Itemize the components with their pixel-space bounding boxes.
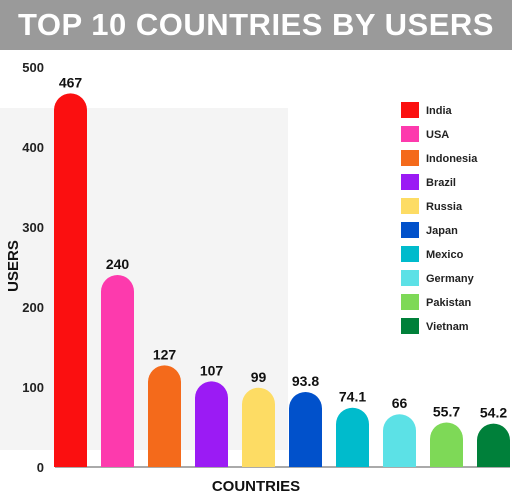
data-label-japan: 93.8 bbox=[292, 373, 319, 389]
bar-indonesia bbox=[148, 365, 181, 467]
y-tick-label: 500 bbox=[22, 60, 44, 75]
legend-swatch-mexico bbox=[401, 246, 419, 262]
y-tick-label: 0 bbox=[37, 460, 44, 475]
y-tick-label: 400 bbox=[22, 140, 44, 155]
bars bbox=[54, 93, 510, 467]
legend-label-japan: Japan bbox=[426, 225, 458, 237]
plot-background-panel bbox=[0, 108, 288, 450]
data-label-mexico: 74.1 bbox=[339, 389, 366, 405]
legend-swatch-pakistan bbox=[401, 294, 419, 310]
y-tick-label: 300 bbox=[22, 220, 44, 235]
title-bar bbox=[0, 0, 512, 50]
legend-label-vietnam: Vietnam bbox=[426, 321, 469, 333]
legend-swatch-japan bbox=[401, 222, 419, 238]
bar-india bbox=[54, 93, 87, 467]
y-axis-ticks: 0 100 200 300 400 500 bbox=[22, 60, 44, 475]
y-tick-label: 100 bbox=[22, 380, 44, 395]
bar-russia bbox=[242, 387, 275, 467]
legend-label-brazil: Brazil bbox=[426, 177, 456, 189]
chart-title: TOP 10 COUNTRIES BY USERS bbox=[18, 7, 494, 42]
data-label-vietnam: 54.2 bbox=[480, 405, 507, 421]
data-label-india: 467 bbox=[59, 74, 83, 90]
legend-label-mexico: Mexico bbox=[426, 249, 464, 261]
legend-swatch-russia bbox=[401, 198, 419, 214]
legend-label-pakistan: Pakistan bbox=[426, 297, 472, 309]
legend: India USA Indonesia Brazil Russia Japan Mexico… bbox=[401, 102, 478, 334]
x-axis-title: COUNTRIES bbox=[212, 478, 300, 495]
legend-swatch-india bbox=[401, 102, 419, 118]
y-tick-label: 200 bbox=[22, 300, 44, 315]
data-label-pakistan: 55.7 bbox=[433, 403, 460, 419]
data-label-usa: 240 bbox=[106, 256, 130, 272]
legend-label-india: India bbox=[426, 105, 453, 117]
data-label-brazil: 107 bbox=[200, 362, 224, 378]
bar-mexico bbox=[336, 407, 369, 467]
data-labels: 467 240 127 107 99 93.8 74.1 66 55.7 54.2 bbox=[59, 74, 508, 420]
bar-brazil bbox=[195, 381, 228, 467]
legend-label-usa: USA bbox=[426, 129, 449, 141]
legend-swatch-indonesia bbox=[401, 150, 419, 166]
legend-swatch-brazil bbox=[401, 174, 419, 190]
legend-label-indonesia: Indonesia bbox=[426, 153, 478, 165]
y-axis-title: USERS bbox=[5, 240, 22, 292]
data-label-germany: 66 bbox=[392, 395, 408, 411]
legend-label-germany: Germany bbox=[426, 273, 475, 285]
data-label-russia: 99 bbox=[251, 369, 267, 385]
legend-swatch-usa bbox=[401, 126, 419, 142]
bar-germany bbox=[383, 414, 416, 467]
legend-swatch-vietnam bbox=[401, 318, 419, 334]
legend-swatch-germany bbox=[401, 270, 419, 286]
data-label-indonesia: 127 bbox=[153, 346, 177, 362]
bar-usa bbox=[101, 275, 134, 467]
legend-label-russia: Russia bbox=[426, 201, 463, 213]
bar-japan bbox=[289, 391, 322, 467]
bar-vietnam bbox=[477, 423, 510, 467]
bar-pakistan bbox=[430, 422, 463, 467]
